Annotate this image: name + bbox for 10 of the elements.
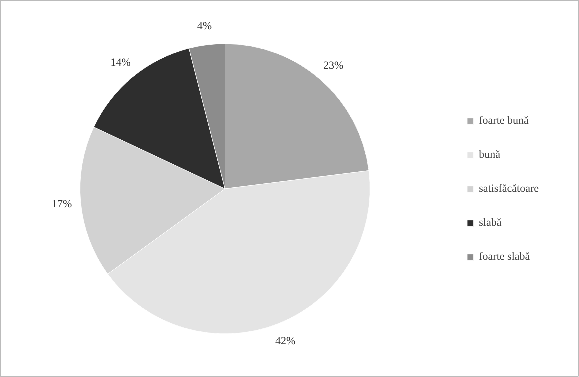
data-label: 42% (275, 335, 296, 348)
data-label: 17% (52, 198, 72, 210)
data-label: 23% (324, 60, 344, 72)
data-label: 14% (110, 56, 131, 69)
legend-label: foarte slabă (479, 250, 530, 262)
legend-label: foarte bună (479, 114, 529, 126)
legend-label: satisfăcătoare (479, 182, 539, 194)
data-label: 4% (197, 20, 212, 32)
legend-label: slabă (479, 216, 502, 228)
legend-label: bună (479, 148, 501, 160)
